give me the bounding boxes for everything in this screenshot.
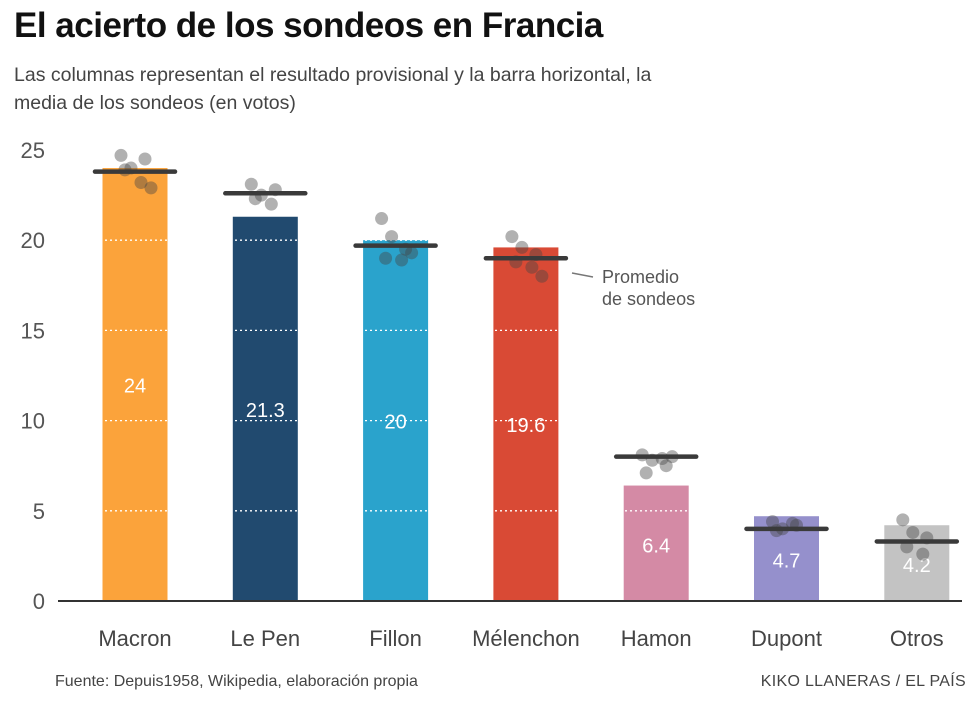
value-label-hamon: 6.4 xyxy=(642,535,670,557)
poll-point-fillon-6 xyxy=(405,246,419,260)
poll-point-hamon-4 xyxy=(639,466,653,480)
value-label-otros: 4.2 xyxy=(903,555,931,577)
poll-averages xyxy=(92,169,960,544)
poll-point-macron-6 xyxy=(144,181,158,195)
chart-subtitle: Las columnas representan el resultado pr… xyxy=(14,64,652,114)
y-tick-label-25: 25 xyxy=(21,138,45,163)
poll-point-fillon-4 xyxy=(379,251,393,265)
poll-point-fillon-2 xyxy=(385,230,399,244)
x-tick-label-le-pen: Le Pen xyxy=(230,626,300,651)
poll-point-dupont-1 xyxy=(766,515,779,529)
poll-point-melenchon-6 xyxy=(535,269,549,283)
value-label-fillon: 20 xyxy=(384,412,406,434)
poll-point-fillon-1 xyxy=(375,212,389,226)
value-label-melenchon: 19.6 xyxy=(506,415,545,437)
poll-point-macron-5 xyxy=(134,175,148,189)
x-tick-label-dupont: Dupont xyxy=(751,626,822,651)
value-label-le-pen: 21.3 xyxy=(246,400,285,422)
annotation-line-1: Promedio xyxy=(602,267,679,287)
poll-point-le-pen-5 xyxy=(264,197,278,211)
gridlines xyxy=(60,149,960,512)
annotation-leader-line xyxy=(571,272,594,278)
y-tick-label-0: 0 xyxy=(33,589,45,614)
bar-hamon xyxy=(623,485,689,601)
x-tick-label-macron: Macron xyxy=(98,626,171,651)
value-label-macron: 24 xyxy=(124,376,146,398)
value-label-dupont: 4.7 xyxy=(773,551,801,573)
poll-point-otros-2 xyxy=(906,525,920,539)
y-tick-label-15: 15 xyxy=(21,318,45,343)
x-tick-label-hamon: Hamon xyxy=(621,626,692,651)
annotation-line-2: de sondeos xyxy=(602,289,695,309)
poll-point-fillon-5 xyxy=(395,253,409,267)
y-tick-label-20: 20 xyxy=(21,228,45,253)
x-tick-label-otros: Otros xyxy=(890,626,944,651)
poll-point-otros-1 xyxy=(896,513,910,527)
poll-point-melenchon-2 xyxy=(515,240,529,254)
poll-point-melenchon-1 xyxy=(505,230,519,244)
source-note: Fuente: Depuis1958, Wikipedia, elaboraci… xyxy=(55,673,418,690)
bar-otros xyxy=(884,525,950,601)
poll-point-melenchon-5 xyxy=(525,260,539,274)
value-labels: 24 21.3 20 19.6 6.4 4.7 4.2 xyxy=(124,376,931,578)
annotation-promedio: Promedio de sondeos xyxy=(571,267,695,309)
poll-point-otros-5 xyxy=(916,547,930,561)
y-tick-label-10: 10 xyxy=(21,409,45,434)
y-tick-label-5: 5 xyxy=(33,499,45,524)
y-axis: 0 5 10 15 20 25 xyxy=(21,138,45,614)
poll-point-le-pen-1 xyxy=(244,177,258,191)
credit: KIKO LLANERAS / EL PAÍS xyxy=(760,673,966,690)
poll-point-hamon-3 xyxy=(659,459,673,473)
x-axis: Macron Le Pen Fillon Mélenchon Hamon Dupont Ot… xyxy=(98,626,943,651)
bars xyxy=(102,168,950,602)
x-tick-label-fillon: Fillon xyxy=(369,626,422,651)
bar-le-pen xyxy=(232,216,298,602)
bar-melenchon xyxy=(493,247,559,601)
x-tick-label-melenchon: Mélenchon xyxy=(472,626,580,651)
poll-point-macron-3 xyxy=(138,152,152,166)
poll-point-macron-1 xyxy=(114,148,128,162)
chart-title: El acierto de los sondeos en Francia xyxy=(14,6,603,45)
